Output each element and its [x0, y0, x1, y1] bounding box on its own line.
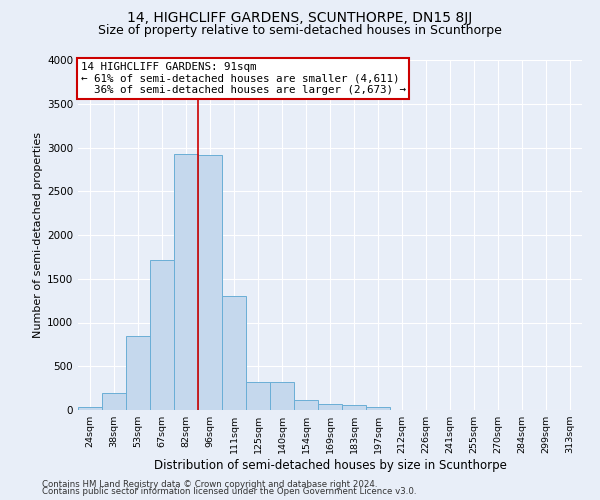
X-axis label: Distribution of semi-detached houses by size in Scunthorpe: Distribution of semi-detached houses by … — [154, 459, 506, 472]
Bar — [246, 382, 270, 410]
Bar — [294, 400, 318, 410]
Bar — [318, 404, 342, 410]
Bar — [222, 296, 246, 410]
Y-axis label: Number of semi-detached properties: Number of semi-detached properties — [33, 132, 43, 338]
Bar — [126, 336, 150, 410]
Bar — [270, 382, 294, 410]
Bar — [342, 405, 366, 410]
Text: Contains public sector information licensed under the Open Government Licence v3: Contains public sector information licen… — [42, 487, 416, 496]
Bar — [198, 154, 222, 410]
Text: 14, HIGHCLIFF GARDENS, SCUNTHORPE, DN15 8JJ: 14, HIGHCLIFF GARDENS, SCUNTHORPE, DN15 … — [127, 11, 473, 25]
Bar — [174, 154, 198, 410]
Bar — [150, 260, 174, 410]
Bar — [366, 408, 390, 410]
Bar — [78, 408, 102, 410]
Bar — [102, 392, 126, 410]
Text: Size of property relative to semi-detached houses in Scunthorpe: Size of property relative to semi-detach… — [98, 24, 502, 37]
Text: 14 HIGHCLIFF GARDENS: 91sqm
← 61% of semi-detached houses are smaller (4,611)
  : 14 HIGHCLIFF GARDENS: 91sqm ← 61% of sem… — [80, 62, 406, 95]
Text: Contains HM Land Registry data © Crown copyright and database right 2024.: Contains HM Land Registry data © Crown c… — [42, 480, 377, 489]
